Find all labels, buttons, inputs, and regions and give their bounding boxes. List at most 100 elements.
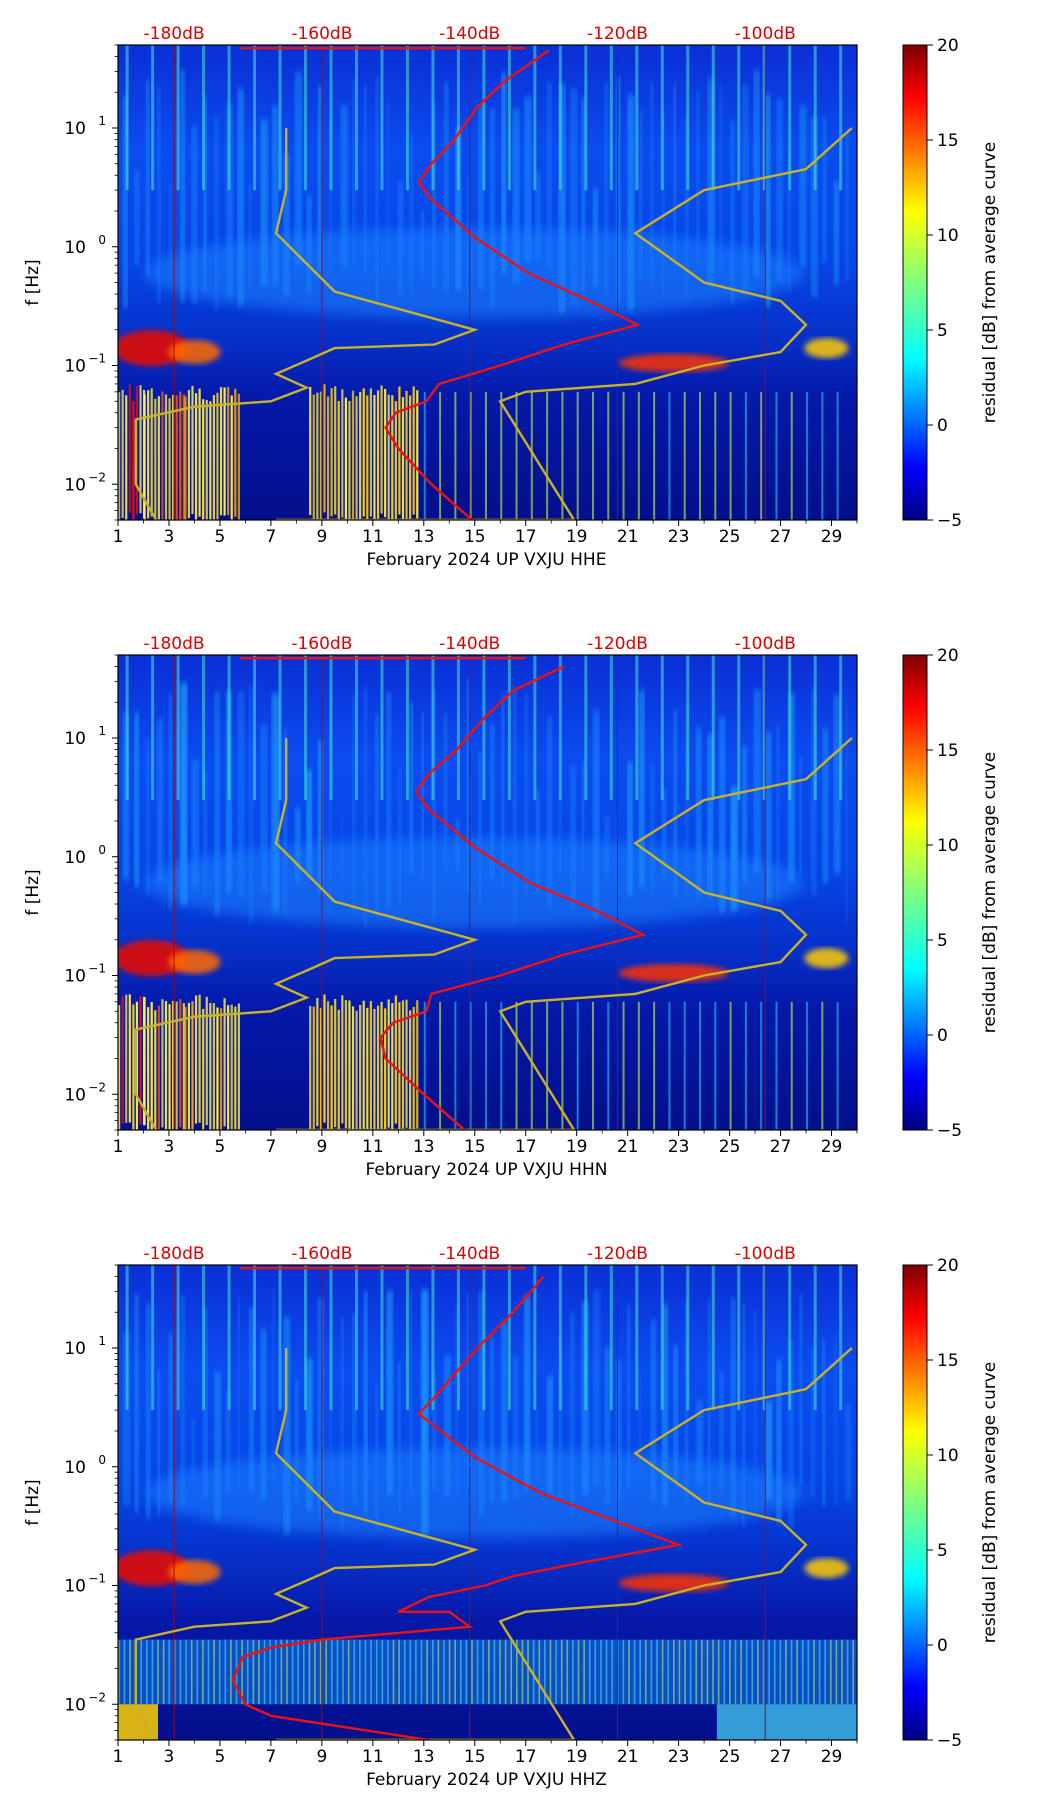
- x-tick-label: 1: [113, 1137, 124, 1157]
- top-db-label: -180dB: [144, 24, 205, 44]
- colorbar-tick-label: 0: [937, 1026, 948, 1046]
- x-tick-label: 1: [113, 527, 124, 547]
- x-tick-label: 25: [719, 1747, 741, 1767]
- top-db-label: -100dB: [735, 634, 796, 654]
- x-tick-label: 7: [265, 527, 276, 547]
- colorbar-tick-label: −5: [937, 511, 962, 531]
- colorbar: −5 0 5 10 15 20 residual [dB] from average cur…: [902, 36, 1000, 531]
- x-tick-label: 15: [464, 1747, 486, 1767]
- x-tick-label: 23: [668, 1747, 690, 1767]
- x-tick-label: 3: [164, 1137, 175, 1157]
- x-tick-label: 15: [464, 1137, 486, 1157]
- spectrogram-image: [118, 655, 857, 1130]
- y-tick-exponent: 1: [98, 1334, 106, 1348]
- x-tick-label: 29: [821, 1747, 843, 1767]
- x-tick-label: 11: [362, 1137, 384, 1157]
- x-tick-label: 11: [362, 1747, 384, 1767]
- y-tick-label: 10: [64, 848, 86, 868]
- noise-model-curve-1: [134, 1348, 479, 1740]
- spectrogram-image: [118, 1265, 857, 1740]
- top-db-label: -160dB: [291, 1244, 352, 1264]
- top-db-label: -140dB: [439, 1244, 500, 1264]
- top-db-label: -160dB: [291, 24, 352, 44]
- y-tick-exponent: −1: [88, 352, 106, 366]
- y-tick-label: 10: [64, 238, 86, 258]
- y-tick-exponent: −2: [88, 1690, 106, 1704]
- x-tick-label: 7: [265, 1137, 276, 1157]
- x-tick-label: 17: [515, 527, 537, 547]
- x-tick-label: 11: [362, 527, 384, 547]
- colorbar-tick-label: 10: [937, 1446, 959, 1466]
- y-tick-exponent: 0: [98, 843, 106, 857]
- top-db-label: -160dB: [291, 634, 352, 654]
- colorbar-tick-label: 10: [937, 836, 959, 856]
- x-tick-label: 13: [413, 1137, 435, 1157]
- colorbar: −5 0 5 10 15 20 residual [dB] from average cur…: [902, 1256, 1000, 1751]
- y-tick-exponent: −1: [88, 1572, 106, 1586]
- x-axis-label: February 2024 UP VXJU HHE: [367, 550, 607, 570]
- y-tick-exponent: 1: [98, 724, 106, 738]
- top-db-label: -120dB: [587, 634, 648, 654]
- x-tick-label: 25: [719, 1137, 741, 1157]
- y-tick-exponent: −1: [88, 962, 106, 976]
- top-db-label: -140dB: [439, 24, 500, 44]
- colorbar-tick-label: 5: [937, 321, 948, 341]
- colorbar-tick-label: 5: [937, 1541, 948, 1561]
- colorbar-tick-label: 20: [937, 1256, 959, 1276]
- x-tick-label: 17: [515, 1747, 537, 1767]
- noise-model-curve-2: [276, 1347, 853, 1740]
- y-tick-label: 10: [64, 1458, 86, 1478]
- colorbar-tick-label: −5: [937, 1121, 962, 1141]
- y-tick-exponent: 0: [98, 1453, 106, 1467]
- x-tick-label: 7: [265, 1747, 276, 1767]
- x-axis-label: February 2024 UP VXJU HHN: [366, 1160, 608, 1180]
- x-tick-label: 19: [566, 1137, 588, 1157]
- noise-model-curve-2: [276, 127, 853, 520]
- colorbar-tick-label: 0: [937, 1636, 948, 1656]
- x-tick-label: 13: [413, 1747, 435, 1767]
- spectrogram-image: [118, 45, 857, 520]
- colorbar-tick-label: 20: [937, 36, 959, 56]
- x-tick-label: 5: [215, 1137, 226, 1157]
- x-tick-label: 21: [617, 527, 639, 547]
- x-tick-label: 9: [316, 1137, 327, 1157]
- x-tick-label: 5: [215, 1747, 226, 1767]
- y-tick-label: 10: [64, 1695, 86, 1715]
- y-tick-label: 10: [64, 967, 86, 987]
- x-tick-label: 27: [770, 1747, 792, 1767]
- x-tick-label: 23: [668, 527, 690, 547]
- x-tick-label: 3: [164, 1747, 175, 1767]
- colorbar: −5 0 5 10 15 20 residual [dB] from average cur…: [902, 646, 1000, 1141]
- y-tick-label: 10: [64, 1339, 86, 1359]
- x-tick-label: 5: [215, 527, 226, 547]
- x-axis-label: February 2024 UP VXJU HHZ: [366, 1770, 607, 1790]
- x-tick-label: 17: [515, 1137, 537, 1157]
- average-psd-curve: [231, 1275, 684, 1740]
- y-tick-exponent: −2: [88, 470, 106, 484]
- y-axis-label: f [Hz]: [23, 1479, 43, 1525]
- top-db-label: -180dB: [144, 634, 205, 654]
- colorbar-label: residual [dB] from average curve: [980, 1362, 1000, 1643]
- y-axis-label: f [Hz]: [23, 869, 43, 915]
- top-db-label: -120dB: [587, 24, 648, 44]
- colorbar-tick-label: 0: [937, 416, 948, 436]
- x-tick-label: 27: [770, 1137, 792, 1157]
- x-tick-label: 19: [566, 527, 588, 547]
- top-db-label: -100dB: [735, 24, 796, 44]
- x-tick-label: 23: [668, 1137, 690, 1157]
- x-tick-label: 25: [719, 527, 741, 547]
- noise-model-curve-1: [134, 128, 479, 520]
- x-tick-label: 27: [770, 527, 792, 547]
- y-tick-label: 10: [64, 1577, 86, 1597]
- x-tick-label: 15: [464, 527, 486, 547]
- colorbar-tick-label: 20: [937, 646, 959, 666]
- y-tick-exponent: 1: [98, 114, 106, 128]
- top-db-label: -120dB: [587, 1244, 648, 1264]
- x-tick-label: 1: [113, 1747, 124, 1767]
- noise-model-curve-2: [276, 737, 853, 1130]
- average-psd-curve: [379, 665, 647, 1130]
- y-tick-label: 10: [64, 119, 86, 139]
- colorbar-tick-label: 15: [937, 1351, 959, 1371]
